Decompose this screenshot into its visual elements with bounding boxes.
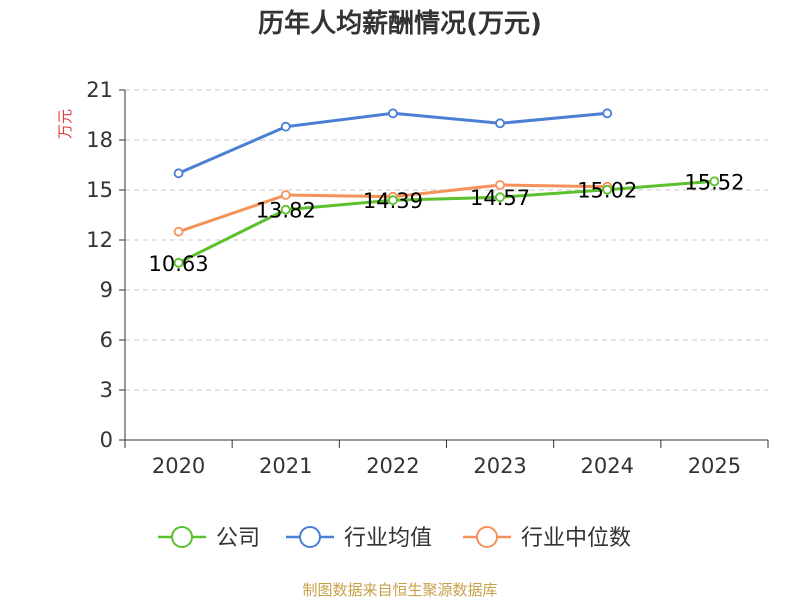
- point-公司-2024: [602, 184, 613, 195]
- point-行业均值-2020: [173, 168, 184, 179]
- series-line-公司: [177, 179, 715, 265]
- y-tick-label: 21: [86, 78, 113, 102]
- y-tick-label: 6: [100, 328, 113, 352]
- data-label-2024: 15.02: [577, 179, 637, 203]
- point-行业中位数-2020: [173, 226, 184, 237]
- x-tick-label-2023: 2023: [473, 454, 526, 478]
- y-tick-label: 15: [86, 178, 113, 202]
- y-tick-label: 3: [100, 378, 113, 402]
- legend-label: 公司: [216, 526, 260, 551]
- point-公司-2022: [388, 195, 398, 206]
- legend-item-公司: 公司: [158, 526, 260, 551]
- data-label-2022: 14.39: [363, 189, 423, 213]
- legend-label: 行业中位数: [521, 526, 631, 551]
- data-label-2020: 10.63: [149, 252, 209, 276]
- x-tick-label-2021: 2021: [259, 454, 312, 478]
- legend-label: 行业均值: [344, 526, 432, 551]
- point-行业中位数-2021: [280, 190, 291, 200]
- y-tick-label: 12: [86, 228, 113, 252]
- y-tick-label: 9: [100, 278, 113, 302]
- y-tick-label: 0: [100, 428, 113, 452]
- x-tick-label-2020: 2020: [152, 454, 205, 478]
- data-label-2025: 15.52: [684, 170, 744, 194]
- legend-marker: [476, 526, 498, 548]
- legend-marker: [171, 526, 193, 548]
- legend-marker: [299, 526, 321, 548]
- point-公司-2025: [709, 176, 720, 187]
- legend-item-行业均值: 行业均值: [286, 526, 432, 551]
- x-tick-label-2022: 2022: [366, 454, 419, 478]
- data-label-2023: 14.57: [470, 186, 530, 210]
- grid-layer: [125, 89, 768, 391]
- y-tick-label: 18: [86, 128, 113, 152]
- legend-item-行业中位数: 行业中位数: [463, 526, 631, 551]
- y-axis-label: 万元: [56, 109, 74, 139]
- point-行业均值-2021: [280, 121, 291, 132]
- series-line-行业均值: [178, 111, 608, 175]
- legend: 公司 行业均值 行业中位数: [158, 526, 631, 551]
- point-公司-2021: [280, 204, 291, 215]
- axes-layer: 0 3 6 9 12 15 18 21 2020 2021 2022 2023 2024 2025: [86, 78, 769, 478]
- x-tick-label-2024: 2024: [581, 454, 634, 478]
- point-公司-2023: [495, 192, 505, 203]
- point-行业均值-2024: [602, 108, 613, 119]
- point-公司-2020: [173, 257, 184, 268]
- series-layer: [173, 108, 720, 268]
- point-行业均值-2023: [495, 118, 505, 129]
- data-label-2021: 13.82: [256, 199, 316, 223]
- data-labels-layer: 10.63 13.82 14.39 14.57 15.02 15.52: [149, 170, 745, 276]
- point-行业中位数-2023: [495, 180, 505, 190]
- chart-title: 历年人均薪酬情况(万元): [258, 8, 542, 39]
- source-note: 制图数据来自恒生聚源数据库: [302, 581, 497, 599]
- point-行业均值-2022: [388, 108, 398, 119]
- x-tick-label-2025: 2025: [688, 454, 741, 478]
